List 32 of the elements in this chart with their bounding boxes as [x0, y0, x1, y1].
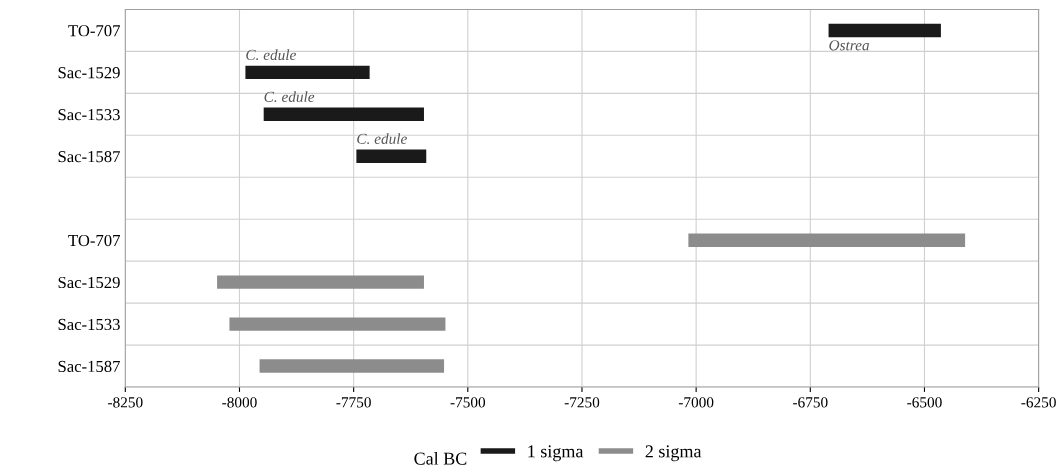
- x-tick-label: -6750: [793, 397, 828, 408]
- y-tick-label: Sac-1529: [58, 276, 120, 289]
- y-tick-label: Sac-1587: [58, 150, 120, 163]
- y-tick-label: Sac-1533: [58, 318, 120, 331]
- x-tick-label: -8000: [222, 397, 257, 408]
- bar: [828, 23, 941, 38]
- legend-label: 2 sigma: [645, 445, 702, 462]
- annotation: C. edule: [246, 49, 296, 61]
- y-tick-label: TO-707: [68, 234, 120, 247]
- annotation: C. edule: [264, 91, 315, 103]
- x-tick-label: -7500: [450, 397, 486, 408]
- bar: [217, 275, 424, 289]
- y-tick-label: Sac-1533: [58, 109, 120, 121]
- bar: [259, 359, 445, 373]
- bar: [688, 233, 966, 247]
- y-tick-label: Sac-1587: [58, 360, 120, 373]
- bar: [356, 149, 427, 163]
- bar: [263, 107, 424, 122]
- bar: [245, 65, 370, 80]
- bar: [229, 317, 446, 331]
- x-tick-label: -8250: [108, 397, 143, 408]
- x-tick-label: -6500: [907, 397, 942, 408]
- annotation: Ostrea: [829, 40, 870, 51]
- x-tick-label: -7000: [678, 397, 714, 408]
- annotation: C. edule: [357, 133, 407, 145]
- x-tick-label: -7250: [564, 397, 600, 408]
- x-tick-label: -7750: [336, 397, 371, 408]
- x-tick-label: -6250: [1021, 397, 1056, 408]
- legend-label: 1 sigma: [528, 445, 584, 462]
- y-tick-label: TO-707: [68, 25, 120, 37]
- y-tick-label: Sac-1529: [58, 67, 120, 79]
- x-axis-title: Cal BC: [414, 452, 467, 465]
